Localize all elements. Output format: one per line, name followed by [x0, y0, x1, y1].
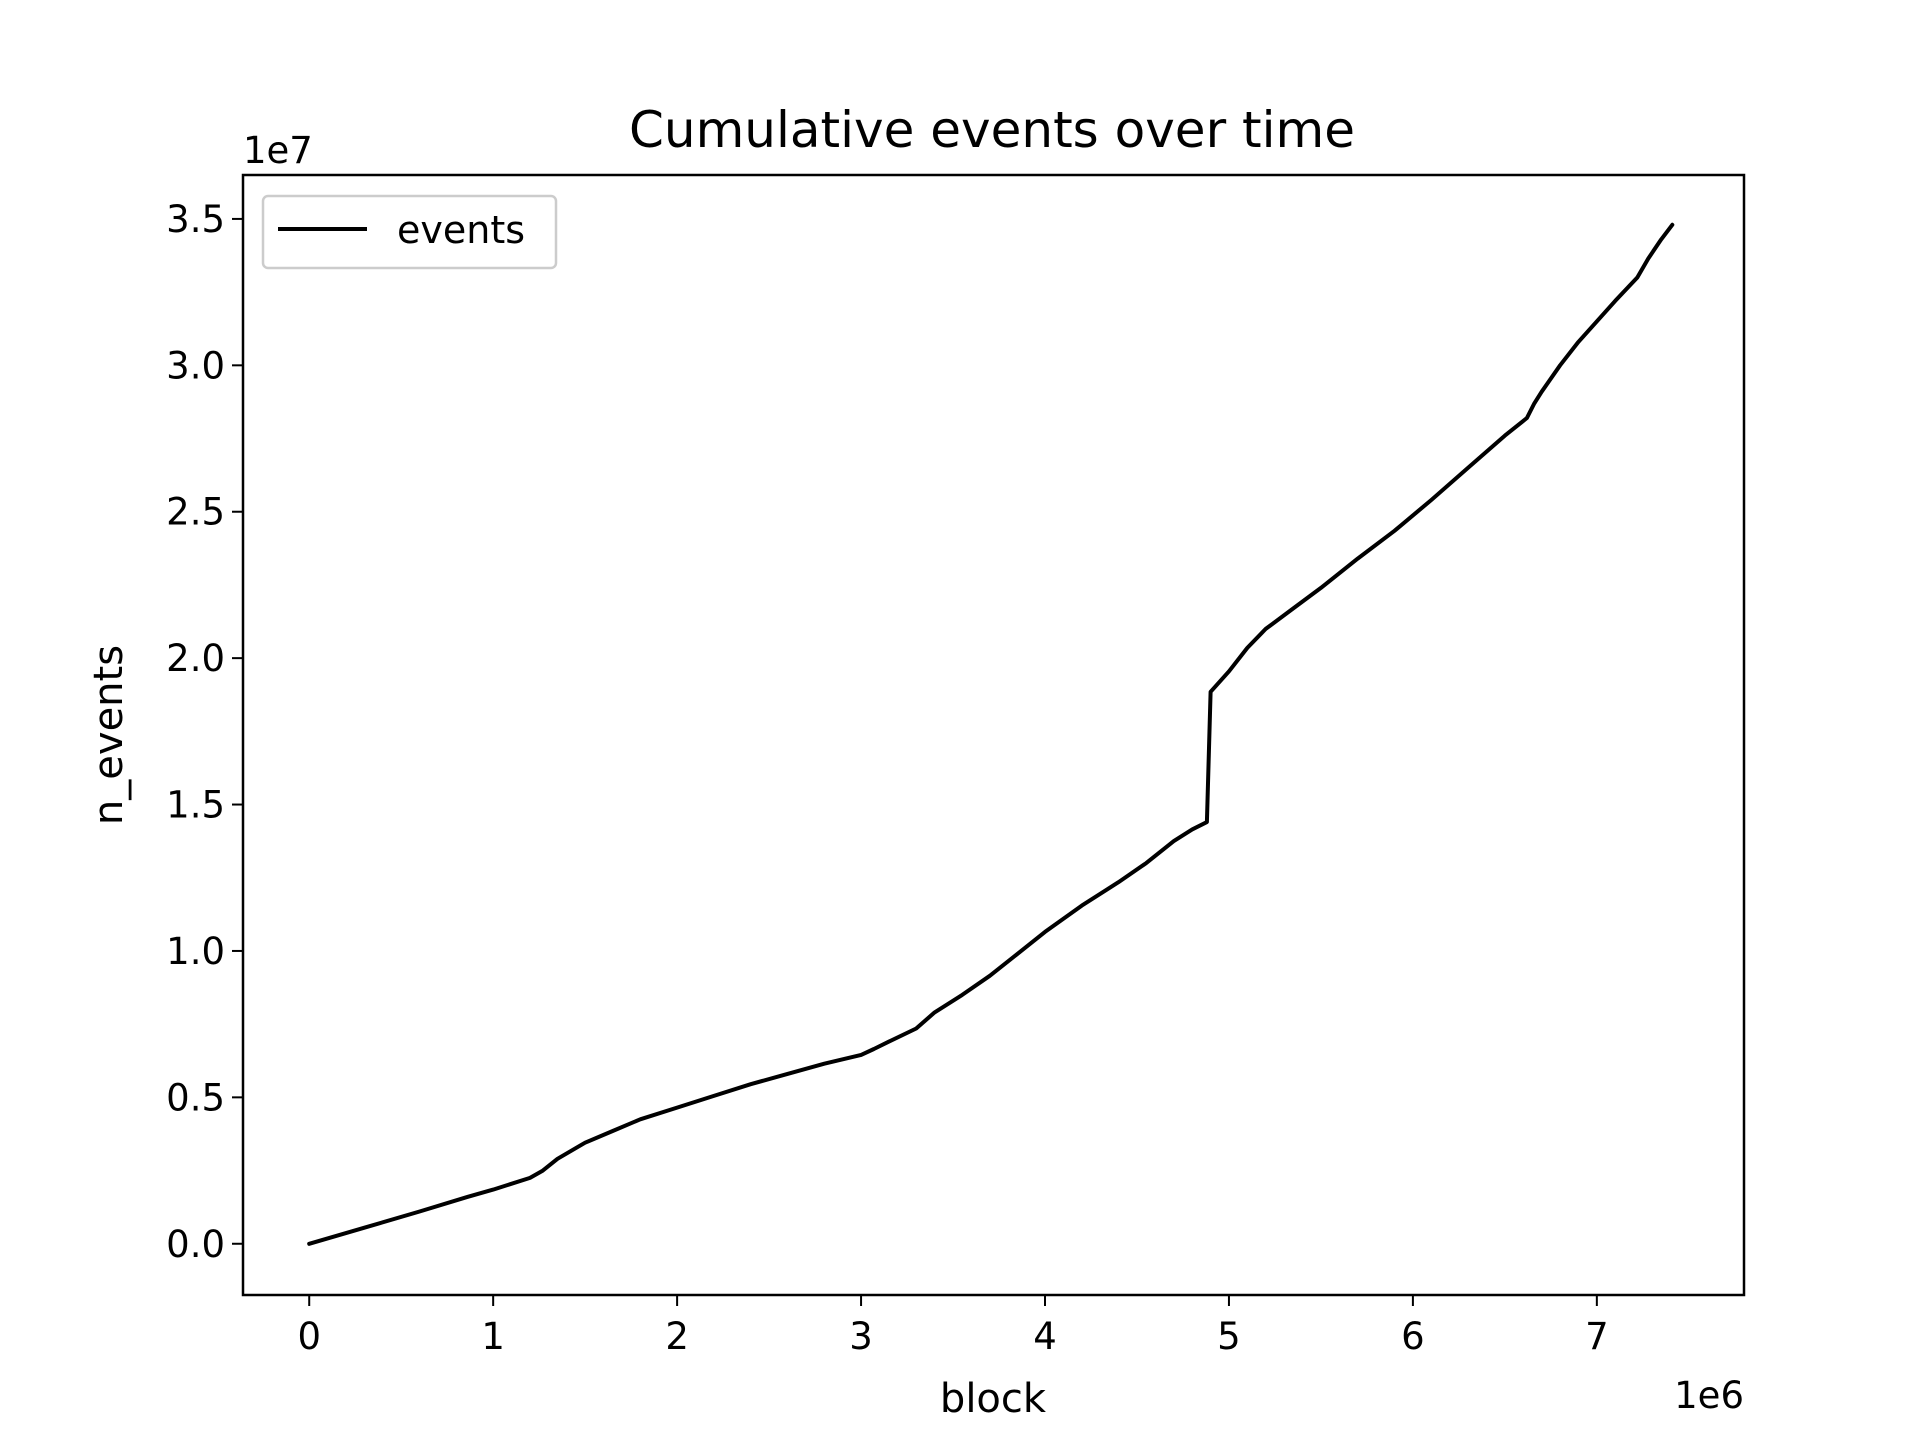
y-axis-ticks: 0.0 0.5 1.0 1.5 2.0 2.5 3.0 3.5 [166, 198, 243, 1266]
x-tick-label: 6 [1401, 1315, 1425, 1358]
x-tick-label: 5 [1217, 1315, 1241, 1358]
x-tick-label: 2 [665, 1315, 689, 1358]
y-tick-label: 0.5 [166, 1076, 225, 1119]
y-tick-label: 3.0 [166, 344, 225, 387]
y-axis-offset-label: 1e7 [243, 129, 313, 172]
chart-title: Cumulative events over time [629, 101, 1355, 159]
series-line-events [307, 222, 1675, 1246]
x-tick-label: 4 [1033, 1315, 1057, 1358]
y-tick-label: 2.5 [166, 491, 225, 534]
x-tick-label: 7 [1585, 1315, 1609, 1358]
x-axis-ticks: 0 1 2 3 4 5 6 7 [297, 1295, 1609, 1358]
plot-frame [241, 173, 1746, 1297]
x-tick-label: 3 [849, 1315, 873, 1358]
x-tick-label: 1 [481, 1315, 505, 1358]
y-tick-label: 2.0 [166, 637, 225, 680]
legend-box [261, 194, 558, 270]
x-axis-offset-label: 1e6 [1674, 1374, 1744, 1417]
legend: events [261, 194, 558, 270]
y-tick-label: 0.0 [166, 1223, 225, 1266]
legend-label-events: events [397, 208, 525, 252]
y-tick-label: 1.5 [166, 784, 225, 827]
plot-area [241, 173, 1746, 1297]
y-axis-label: n_events [86, 645, 132, 825]
x-axis-label: block [940, 1376, 1047, 1422]
y-tick-label: 3.5 [166, 198, 225, 241]
x-tick-label: 0 [297, 1315, 321, 1358]
y-tick-label: 1.0 [166, 930, 225, 973]
